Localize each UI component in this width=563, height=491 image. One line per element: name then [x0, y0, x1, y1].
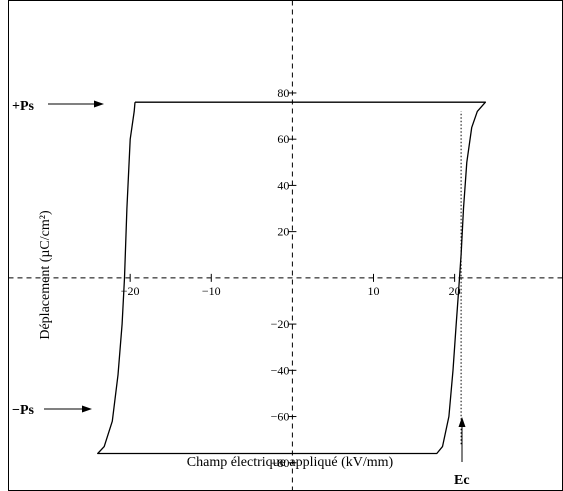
tick-layer: −20 −10 10 20 80 60 40 20 −20 −40 −60 −80: [121, 86, 461, 470]
y-tick-label: 60: [277, 132, 289, 146]
plus-ps-annotation: +Ps: [12, 99, 104, 114]
y-tick-label: 40: [277, 178, 289, 192]
hysteresis-loop-line: [97, 101, 487, 455]
x-axis-label: Champ électrique appliqué (kV/mm): [187, 455, 394, 470]
minus-ps-label: −Ps: [12, 403, 35, 418]
y-tick-label: −40: [271, 363, 290, 377]
ec-arrowhead: [458, 417, 466, 427]
plus-ps-arrowhead: [94, 100, 104, 108]
y-axis-label: Déplacement (µC/cm²): [38, 210, 53, 340]
y-tick-label: −80: [271, 456, 290, 470]
minus-ps-arrowhead: [82, 405, 92, 413]
y-tick-label: −60: [271, 410, 290, 424]
x-tick-label: 20: [449, 284, 461, 298]
y-tick-label: 80: [277, 86, 289, 100]
series-layer: [97, 101, 487, 455]
plus-ps-label: +Ps: [12, 99, 35, 114]
y-tick-label: 20: [277, 225, 289, 239]
minus-ps-annotation: −Ps: [12, 403, 92, 418]
x-tick-label: −20: [121, 284, 140, 298]
y-tick-label: −20: [271, 317, 290, 331]
ec-annotation: Ec: [454, 417, 470, 488]
ec-label: Ec: [454, 473, 470, 488]
x-tick-label: 10: [368, 284, 380, 298]
x-tick-label: −10: [202, 284, 221, 298]
